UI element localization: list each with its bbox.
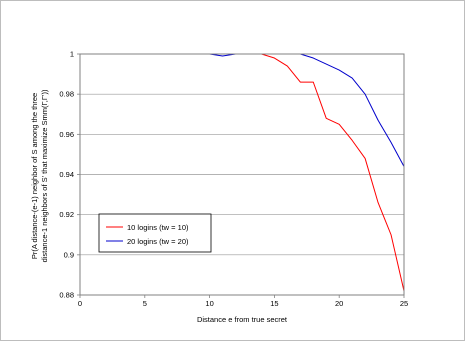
x-axis-label: Distance e from true secret [197,315,288,324]
y-tick-label: 0.9 [64,250,74,259]
x-tick-label: 10 [205,299,213,308]
x-tick-label: 25 [400,299,408,308]
y-tick-label: 0.94 [59,170,74,179]
y-tick-label: 0.88 [59,291,74,300]
y-axis-ticks: 0.88 0.9 0.92 0.94 0.96 0.98 1 [59,50,80,300]
y-axis-label-line-1: Pr(A distance-(e-1) neighbor of S among … [30,93,39,259]
y-tick-label: 0.98 [59,90,74,99]
legend-label-10-logins: 10 logins (tw = 10) [127,223,189,232]
x-tick-label: 15 [270,299,278,308]
y-tick-label: 1 [70,50,74,59]
legend-label-20-logins: 20 logins (tw = 20) [127,237,189,246]
legend-box [98,213,212,253]
x-axis-ticks: 0 5 10 15 20 25 [78,295,408,308]
y-axis-label: Pr(A distance-(e-1) neighbor of S among … [30,89,49,262]
y-axis-label-line-2: distance-1 neighbors of S' that maximize… [40,89,49,262]
y-tick-label: 0.92 [59,210,74,219]
x-tick-label: 20 [335,299,343,308]
legend: 10 logins (tw = 10) 20 logins (tw = 20) [98,213,212,253]
y-tick-label: 0.96 [59,130,74,139]
x-tick-label: 0 [78,299,82,308]
x-tick-label: 5 [143,299,147,308]
